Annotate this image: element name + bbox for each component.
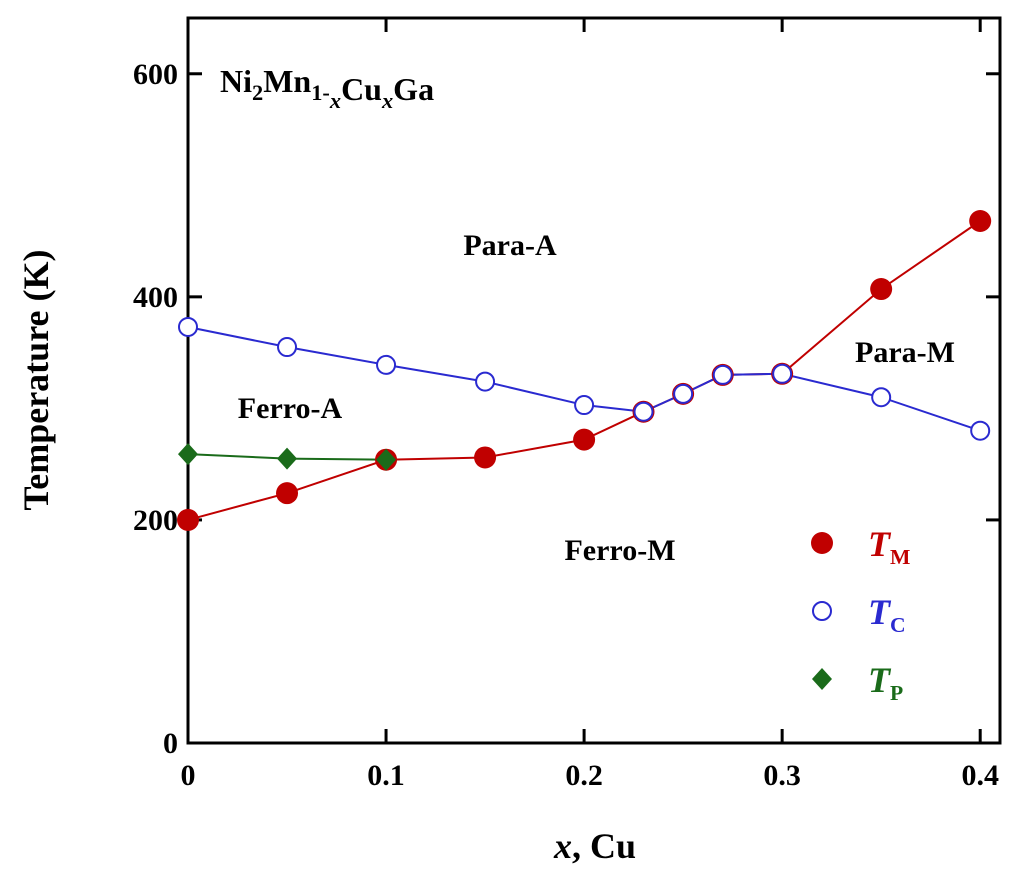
legend-name: T [868, 660, 892, 700]
region-label: Ferro-A [238, 392, 343, 425]
chart-title-part: Mn [263, 63, 311, 99]
point [475, 371, 496, 392]
x-tick-label: 0.4 [961, 759, 999, 792]
y-axis-label: Temperature (K) [16, 250, 56, 511]
x-tick-label: 0.2 [565, 759, 603, 792]
point [574, 395, 595, 416]
point [772, 363, 793, 384]
legend-subscript: M [890, 545, 910, 569]
legend-subscript: P [890, 681, 903, 705]
point [277, 447, 298, 470]
x-axis-label-part: , Cu [572, 826, 636, 866]
chart-title-part: 2 [252, 80, 263, 105]
chart-title-part: x [381, 88, 393, 113]
x-tick-label: 0.1 [367, 759, 405, 792]
region-label: Para-M [855, 336, 955, 369]
series-line [187, 220, 981, 521]
chart-title-part: Ga [393, 71, 434, 107]
chart-title-part: Ni [220, 63, 252, 99]
legend-subscript: C [890, 613, 906, 637]
point [178, 443, 198, 466]
x-axis-label-part: x [553, 826, 572, 866]
point [573, 428, 596, 451]
point [712, 364, 733, 385]
y-tick-label: 600 [133, 58, 178, 91]
point [177, 508, 199, 531]
legend-label: TC [868, 592, 906, 637]
legend-name: T [868, 524, 892, 564]
point [376, 354, 397, 375]
point [673, 383, 694, 404]
y-tick-label: 200 [133, 504, 178, 537]
plot-frame [186, 16, 1002, 745]
point [277, 337, 298, 358]
point [969, 210, 992, 232]
legend-marker [812, 668, 832, 690]
point [474, 446, 497, 469]
legend-name: T [868, 592, 892, 632]
x-axis-label: x, Cu [553, 826, 636, 866]
chart-title: Ni2Mn1-xCuxGa [220, 63, 434, 113]
point [633, 401, 654, 422]
chart-title-part: Cu [341, 71, 382, 107]
point [276, 482, 299, 505]
point [870, 278, 893, 301]
point [178, 316, 198, 337]
region-label: Ferro-M [564, 534, 675, 567]
point [871, 387, 892, 408]
y-tick-label: 0 [163, 727, 178, 760]
legend-marker [811, 532, 833, 554]
x-tick-label: 0.3 [763, 759, 801, 792]
point [376, 448, 397, 471]
legend-label: TP [868, 660, 903, 705]
y-tick-label: 400 [133, 281, 178, 314]
legend-label: TM [868, 524, 910, 569]
point [970, 420, 991, 441]
legend-marker [812, 601, 832, 621]
region-label: Para-A [463, 229, 557, 262]
x-tick-label: 0 [181, 759, 196, 792]
chart-title-part: x [329, 88, 341, 113]
chart-title-part: 1- [311, 80, 330, 105]
